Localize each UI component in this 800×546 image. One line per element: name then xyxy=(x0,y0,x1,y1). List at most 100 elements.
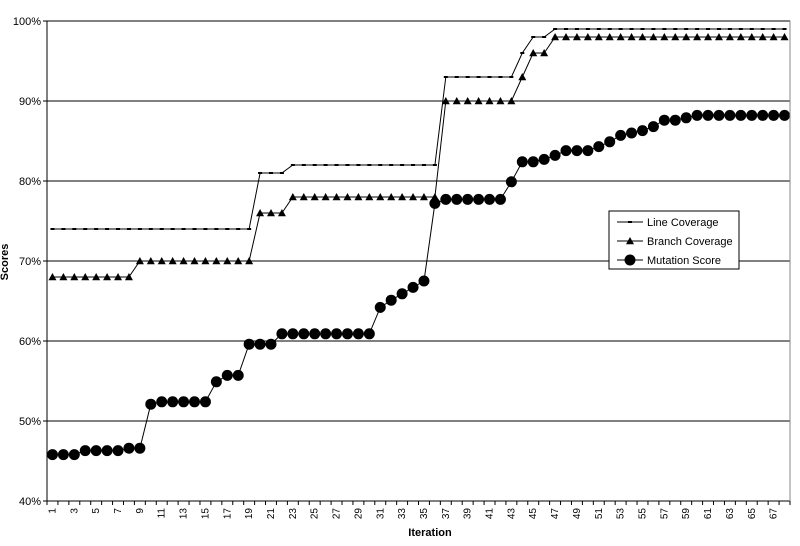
branch-coverage-point xyxy=(572,33,581,41)
legend-item-line-coverage: Line Coverage xyxy=(617,217,719,229)
mutation-score-point xyxy=(669,114,681,126)
x-tick-label: 47 xyxy=(550,508,561,520)
branch-coverage-point xyxy=(70,273,79,281)
mutation-score-point xyxy=(287,328,299,340)
x-tick-label: 43 xyxy=(506,508,517,520)
line-coverage-point xyxy=(268,172,273,174)
line-coverage-point xyxy=(389,164,394,166)
legend-swatch-marker xyxy=(628,221,632,223)
branch-coverage-point xyxy=(485,97,494,105)
mutation-score-point xyxy=(363,328,375,340)
line-coverage-point xyxy=(640,28,645,30)
branch-coverage-point xyxy=(201,257,210,265)
branch-coverage-point xyxy=(736,33,745,41)
branch-coverage-point xyxy=(398,193,407,201)
line-coverage-point xyxy=(258,172,263,174)
x-tick-label: 29 xyxy=(353,508,364,520)
mutation-score-point xyxy=(647,121,659,133)
branch-coverage-point xyxy=(594,33,603,41)
branch-coverage-point xyxy=(212,257,221,265)
line-coverage-point xyxy=(94,228,99,230)
branch-coverage-point xyxy=(387,193,396,201)
line-coverage-point xyxy=(181,228,186,230)
y-tick-label: 60% xyxy=(19,336,41,348)
x-tick-label: 65 xyxy=(747,508,758,520)
x-tick-label: 39 xyxy=(463,508,474,520)
branch-coverage-point xyxy=(540,49,549,57)
line-coverage-point xyxy=(367,164,372,166)
x-tick-label: 13 xyxy=(179,508,190,520)
branch-coverage-point xyxy=(441,97,450,105)
line-coverage-point xyxy=(214,228,219,230)
line-coverage-point xyxy=(137,228,142,230)
axes xyxy=(46,21,791,502)
legend-label: Branch Coverage xyxy=(647,236,733,248)
branch-coverage-point xyxy=(409,193,418,201)
mutation-score-point xyxy=(167,396,179,408)
x-tick-label: 61 xyxy=(703,508,714,520)
branch-coverage-point xyxy=(92,273,101,281)
branch-coverage-point xyxy=(354,193,363,201)
x-tick-label: 31 xyxy=(375,508,386,520)
line-coverage-point xyxy=(629,28,634,30)
line-coverage-point xyxy=(411,164,416,166)
x-tick-label: 59 xyxy=(681,508,692,520)
line-coverage-point xyxy=(334,164,339,166)
mutation-score-point xyxy=(232,369,244,381)
mutation-score-point xyxy=(757,109,769,121)
line-coverage-point xyxy=(312,164,317,166)
branch-coverage-point xyxy=(693,33,702,41)
line-coverage-point xyxy=(50,228,55,230)
branch-coverage-point xyxy=(376,193,385,201)
line-coverage-point xyxy=(662,28,667,30)
line-coverage-point xyxy=(531,36,536,38)
x-tick-label: 37 xyxy=(441,508,452,520)
y-tick-label: 70% xyxy=(19,256,41,268)
line-coverage-point xyxy=(236,228,241,230)
line-coverage-point xyxy=(716,28,721,30)
mutation-score-point xyxy=(189,396,201,408)
mutation-score-series xyxy=(46,109,791,461)
mutation-score-point xyxy=(221,369,233,381)
mutation-score-point xyxy=(462,193,474,205)
line-coverage-point xyxy=(192,228,197,230)
branch-coverage-point xyxy=(245,257,254,265)
branch-coverage-point xyxy=(81,273,90,281)
line-coverage-point xyxy=(72,228,77,230)
mutation-score-point xyxy=(429,197,441,209)
legend-swatch-marker xyxy=(626,237,634,245)
line-coverage-point xyxy=(542,36,547,38)
mutation-score-point xyxy=(582,145,594,157)
branch-coverage-point xyxy=(714,33,723,41)
line-coverage-point xyxy=(126,228,131,230)
line-coverage-point xyxy=(465,76,470,78)
line-coverage-point xyxy=(454,76,459,78)
x-axis-ticks: 1 3 5 7 9 11 13 15 17 19 21 23 25 27 29 31 33 35 37 39 41 43 4… xyxy=(46,501,791,520)
mutation-score-point xyxy=(735,109,747,121)
mutation-score-point xyxy=(440,193,452,205)
line-coverage-point xyxy=(771,28,776,30)
branch-coverage-point xyxy=(747,33,756,41)
branch-coverage-point xyxy=(234,257,243,265)
line-coverage-point xyxy=(225,228,230,230)
line-coverage-point xyxy=(301,164,306,166)
line-coverage-point xyxy=(203,228,208,230)
branch-coverage-point xyxy=(725,33,734,41)
mutation-score-point xyxy=(374,301,386,313)
mutation-score-point xyxy=(156,396,168,408)
mutation-score-point xyxy=(178,396,190,408)
line-coverage-point xyxy=(148,228,153,230)
line-coverage-series xyxy=(50,28,787,230)
line-coverage-point xyxy=(290,164,295,166)
line-coverage-point xyxy=(651,28,656,30)
branch-coverage-point xyxy=(419,193,428,201)
x-tick-label: 35 xyxy=(419,508,430,520)
mutation-score-point xyxy=(604,136,616,148)
branch-coverage-point xyxy=(179,257,188,265)
mutation-score-point xyxy=(199,396,211,408)
line-coverage-point xyxy=(498,76,503,78)
mutation-score-point xyxy=(210,376,222,388)
mutation-score-point xyxy=(331,328,343,340)
legend: Line Coverage Branch Coverage Mutation Sco… xyxy=(608,210,740,270)
mutation-score-point xyxy=(680,112,692,124)
